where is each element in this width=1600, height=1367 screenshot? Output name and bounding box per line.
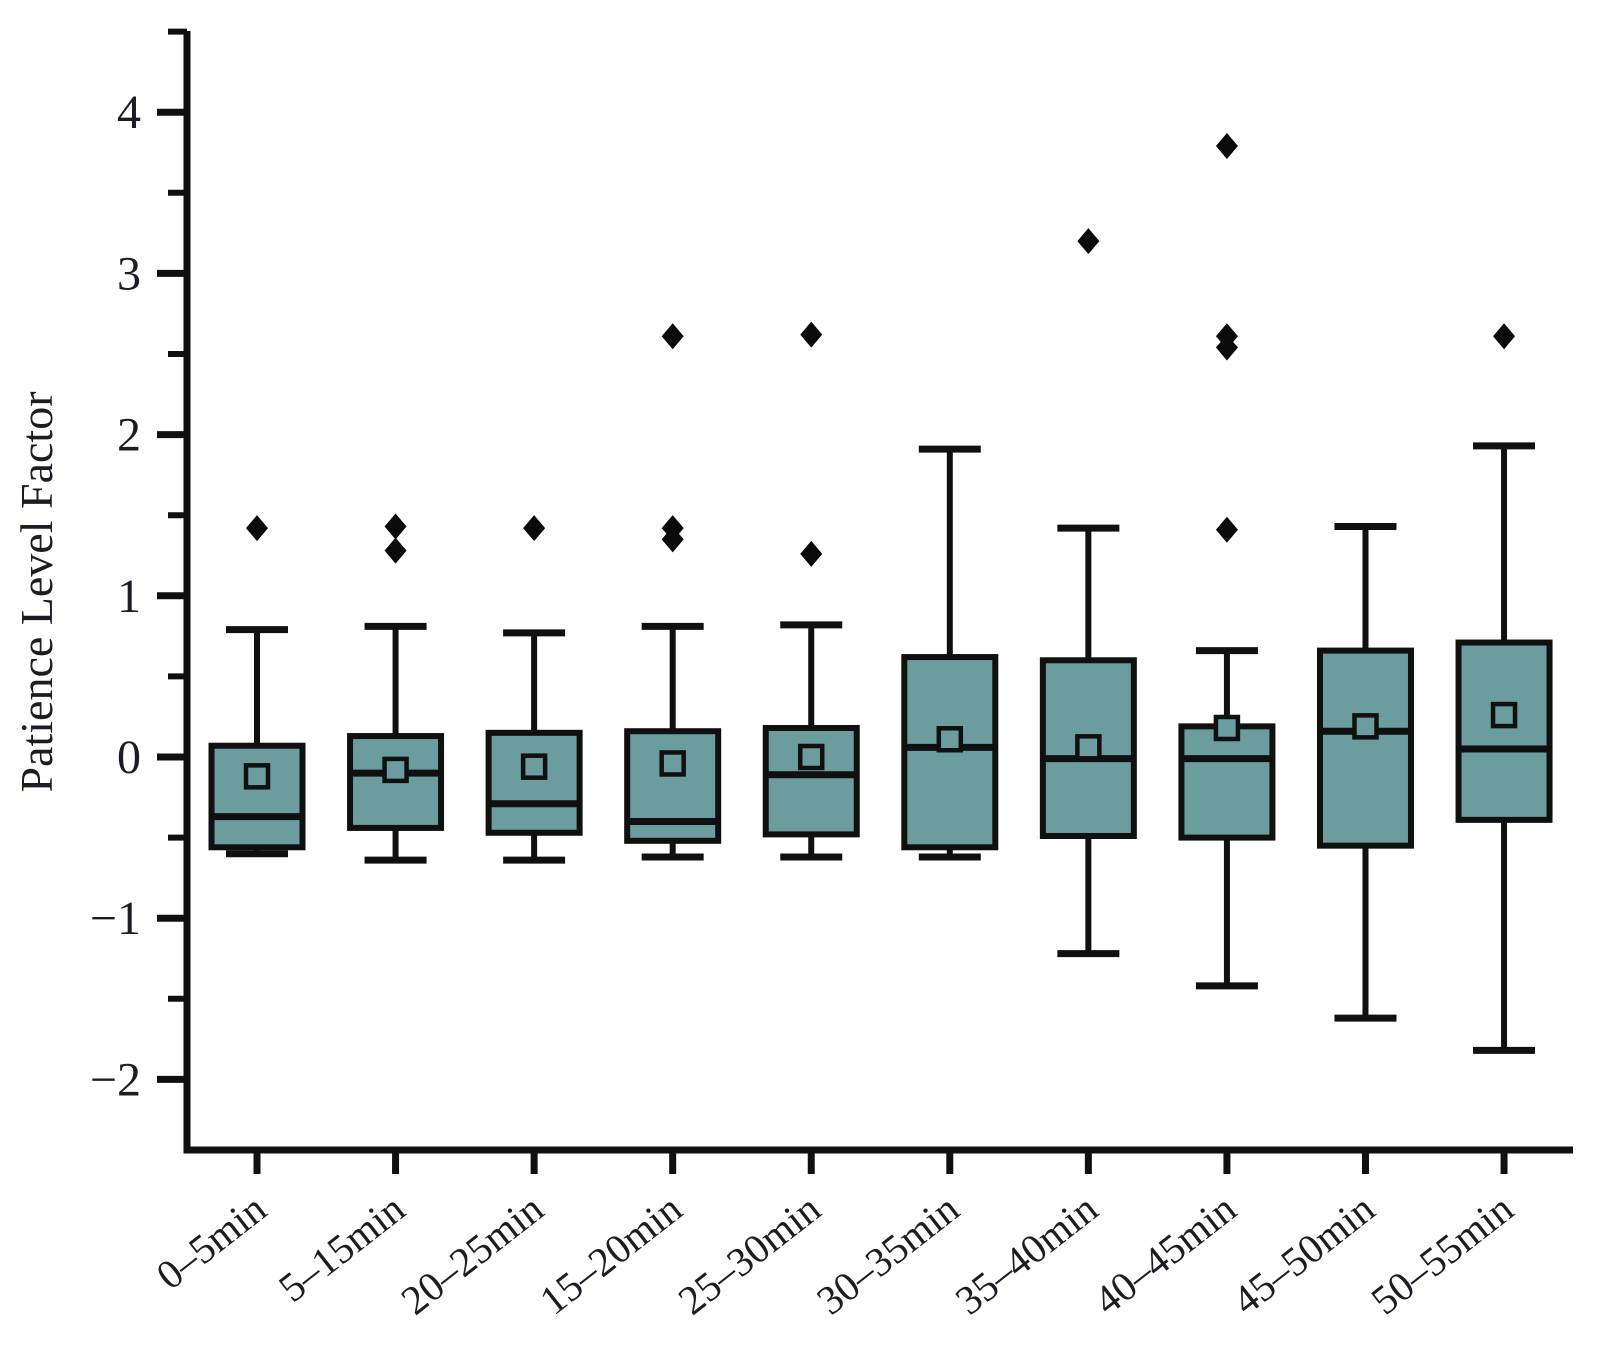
outlier-point xyxy=(1215,334,1238,361)
x-tick-label: 0–5min xyxy=(147,1185,274,1298)
outlier-point xyxy=(246,515,268,542)
plot-area: 4 3 2 1 0 −1 −2 0–5min5–15min20–25min15–20min25… xyxy=(90,28,1573,1324)
x-tick-label: 35–40min xyxy=(947,1185,1106,1324)
x-tick-label: 25–30min xyxy=(669,1185,828,1324)
box xyxy=(1316,647,1414,849)
outlier-point xyxy=(661,526,684,553)
x-tick-label: 15–20min xyxy=(531,1185,690,1324)
outlier-point xyxy=(384,537,407,564)
mean-marker xyxy=(797,743,825,771)
y-tick-label: −1 xyxy=(90,892,141,945)
y-tick-label: 1 xyxy=(117,570,141,623)
outlier-point xyxy=(800,321,823,348)
box xyxy=(1455,639,1553,823)
box xyxy=(485,729,583,836)
y-tick-label: −2 xyxy=(90,1053,141,1106)
x-tick-label: 45–50min xyxy=(1224,1185,1383,1324)
y-tick-label: 2 xyxy=(117,409,141,462)
outlier-point xyxy=(1215,516,1238,543)
outlier-point xyxy=(384,513,407,540)
box xyxy=(208,742,306,851)
x-tick-label: 40–45min xyxy=(1085,1185,1244,1324)
y-tick-label: 3 xyxy=(117,247,141,300)
outlier-point xyxy=(1077,228,1100,255)
outlier-point xyxy=(661,323,684,350)
outlier-point xyxy=(1493,323,1516,350)
mean-marker xyxy=(1352,713,1379,740)
box xyxy=(1178,723,1276,841)
outlier-point xyxy=(800,540,823,567)
outlier-point xyxy=(523,515,546,542)
y-tick-label: 0 xyxy=(117,731,141,784)
y-tick-label: 4 xyxy=(117,86,141,139)
mean-marker xyxy=(936,726,964,753)
mean-marker xyxy=(243,763,271,790)
y-axis-title: Patience Level Factor xyxy=(11,391,62,792)
mean-marker xyxy=(382,756,409,784)
outlier-point xyxy=(1215,133,1238,160)
x-tick-label: 5–15min xyxy=(270,1185,413,1311)
mean-marker xyxy=(520,753,548,780)
mean-marker xyxy=(659,750,686,777)
x-tick-label: 50–55min xyxy=(1362,1185,1521,1324)
mean-marker xyxy=(1075,734,1102,761)
x-tick-label: 30–35min xyxy=(808,1185,967,1324)
mean-marker xyxy=(1490,701,1518,729)
x-tick-label: 20–25min xyxy=(392,1185,551,1324)
mean-marker xyxy=(1213,714,1241,742)
